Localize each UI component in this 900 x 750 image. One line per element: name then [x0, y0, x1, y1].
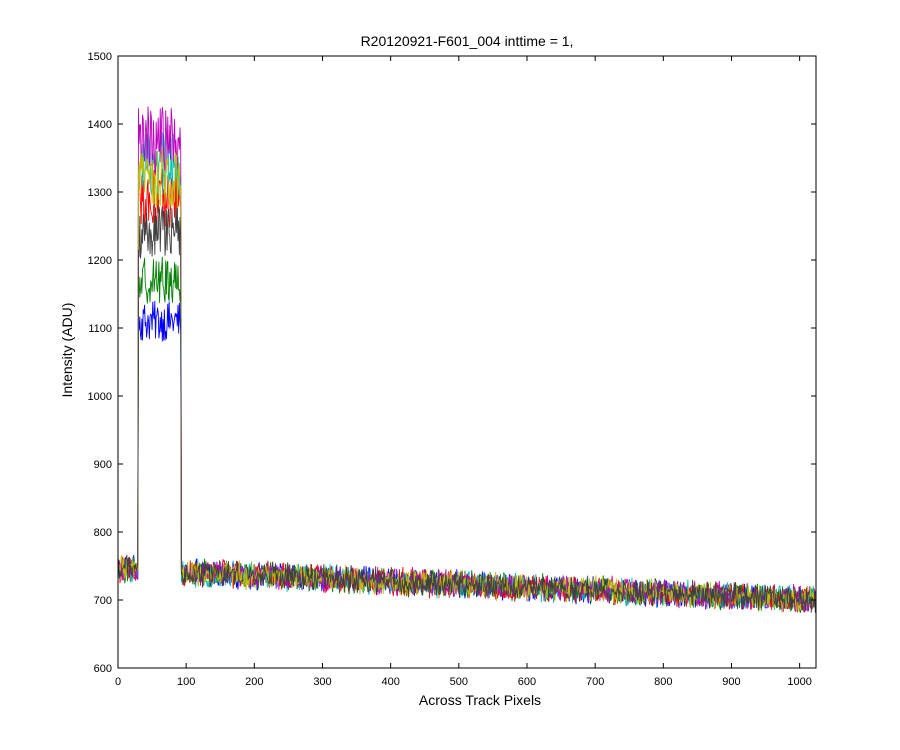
- x-tick-label: 100: [177, 676, 195, 688]
- series-line-trace-5: [117, 106, 817, 613]
- y-tick-label: 800: [94, 527, 112, 539]
- x-tick-label: 600: [518, 676, 536, 688]
- y-tick-label: 1200: [88, 255, 112, 267]
- series-line-trace-7: [117, 206, 817, 613]
- y-tick-label: 600: [94, 663, 112, 675]
- y-tick-label: 900: [94, 459, 112, 471]
- y-tick-label: 1400: [88, 119, 112, 131]
- x-tick-label: 800: [654, 676, 672, 688]
- x-axis: 0 100 200 300 400 500 600 700 800 900 1000: [115, 56, 812, 688]
- y-tick-label: 1000: [88, 391, 112, 403]
- x-tick-label: 500: [450, 676, 468, 688]
- x-tick-label: 400: [381, 676, 399, 688]
- x-tick-label: 1000: [787, 676, 811, 688]
- plot-background: [118, 56, 816, 668]
- x-tick-label: 300: [313, 676, 331, 688]
- plot-frame: [117, 55, 817, 669]
- x-tick-label: 900: [722, 676, 740, 688]
- chart-title: R20120921-F601_004 inttime = 1,: [361, 33, 574, 49]
- y-tick-label: 700: [94, 595, 112, 607]
- y-tick-label: 1300: [88, 187, 112, 199]
- plot-area: [117, 55, 817, 669]
- series-layer: [117, 106, 817, 614]
- y-tick-label: 1500: [88, 51, 112, 63]
- x-tick-label: 200: [245, 676, 263, 688]
- y-axis: 600 700 800 900 1000 1100 1200 1300 1400 1500: [88, 51, 816, 675]
- x-tick-label: 0: [115, 676, 121, 688]
- x-tick-label: 700: [586, 676, 604, 688]
- y-tick-label: 1100: [88, 323, 112, 335]
- x-axis-title: Across Track Pixels: [419, 692, 541, 708]
- y-axis-title: Intensity (ADU): [59, 303, 75, 398]
